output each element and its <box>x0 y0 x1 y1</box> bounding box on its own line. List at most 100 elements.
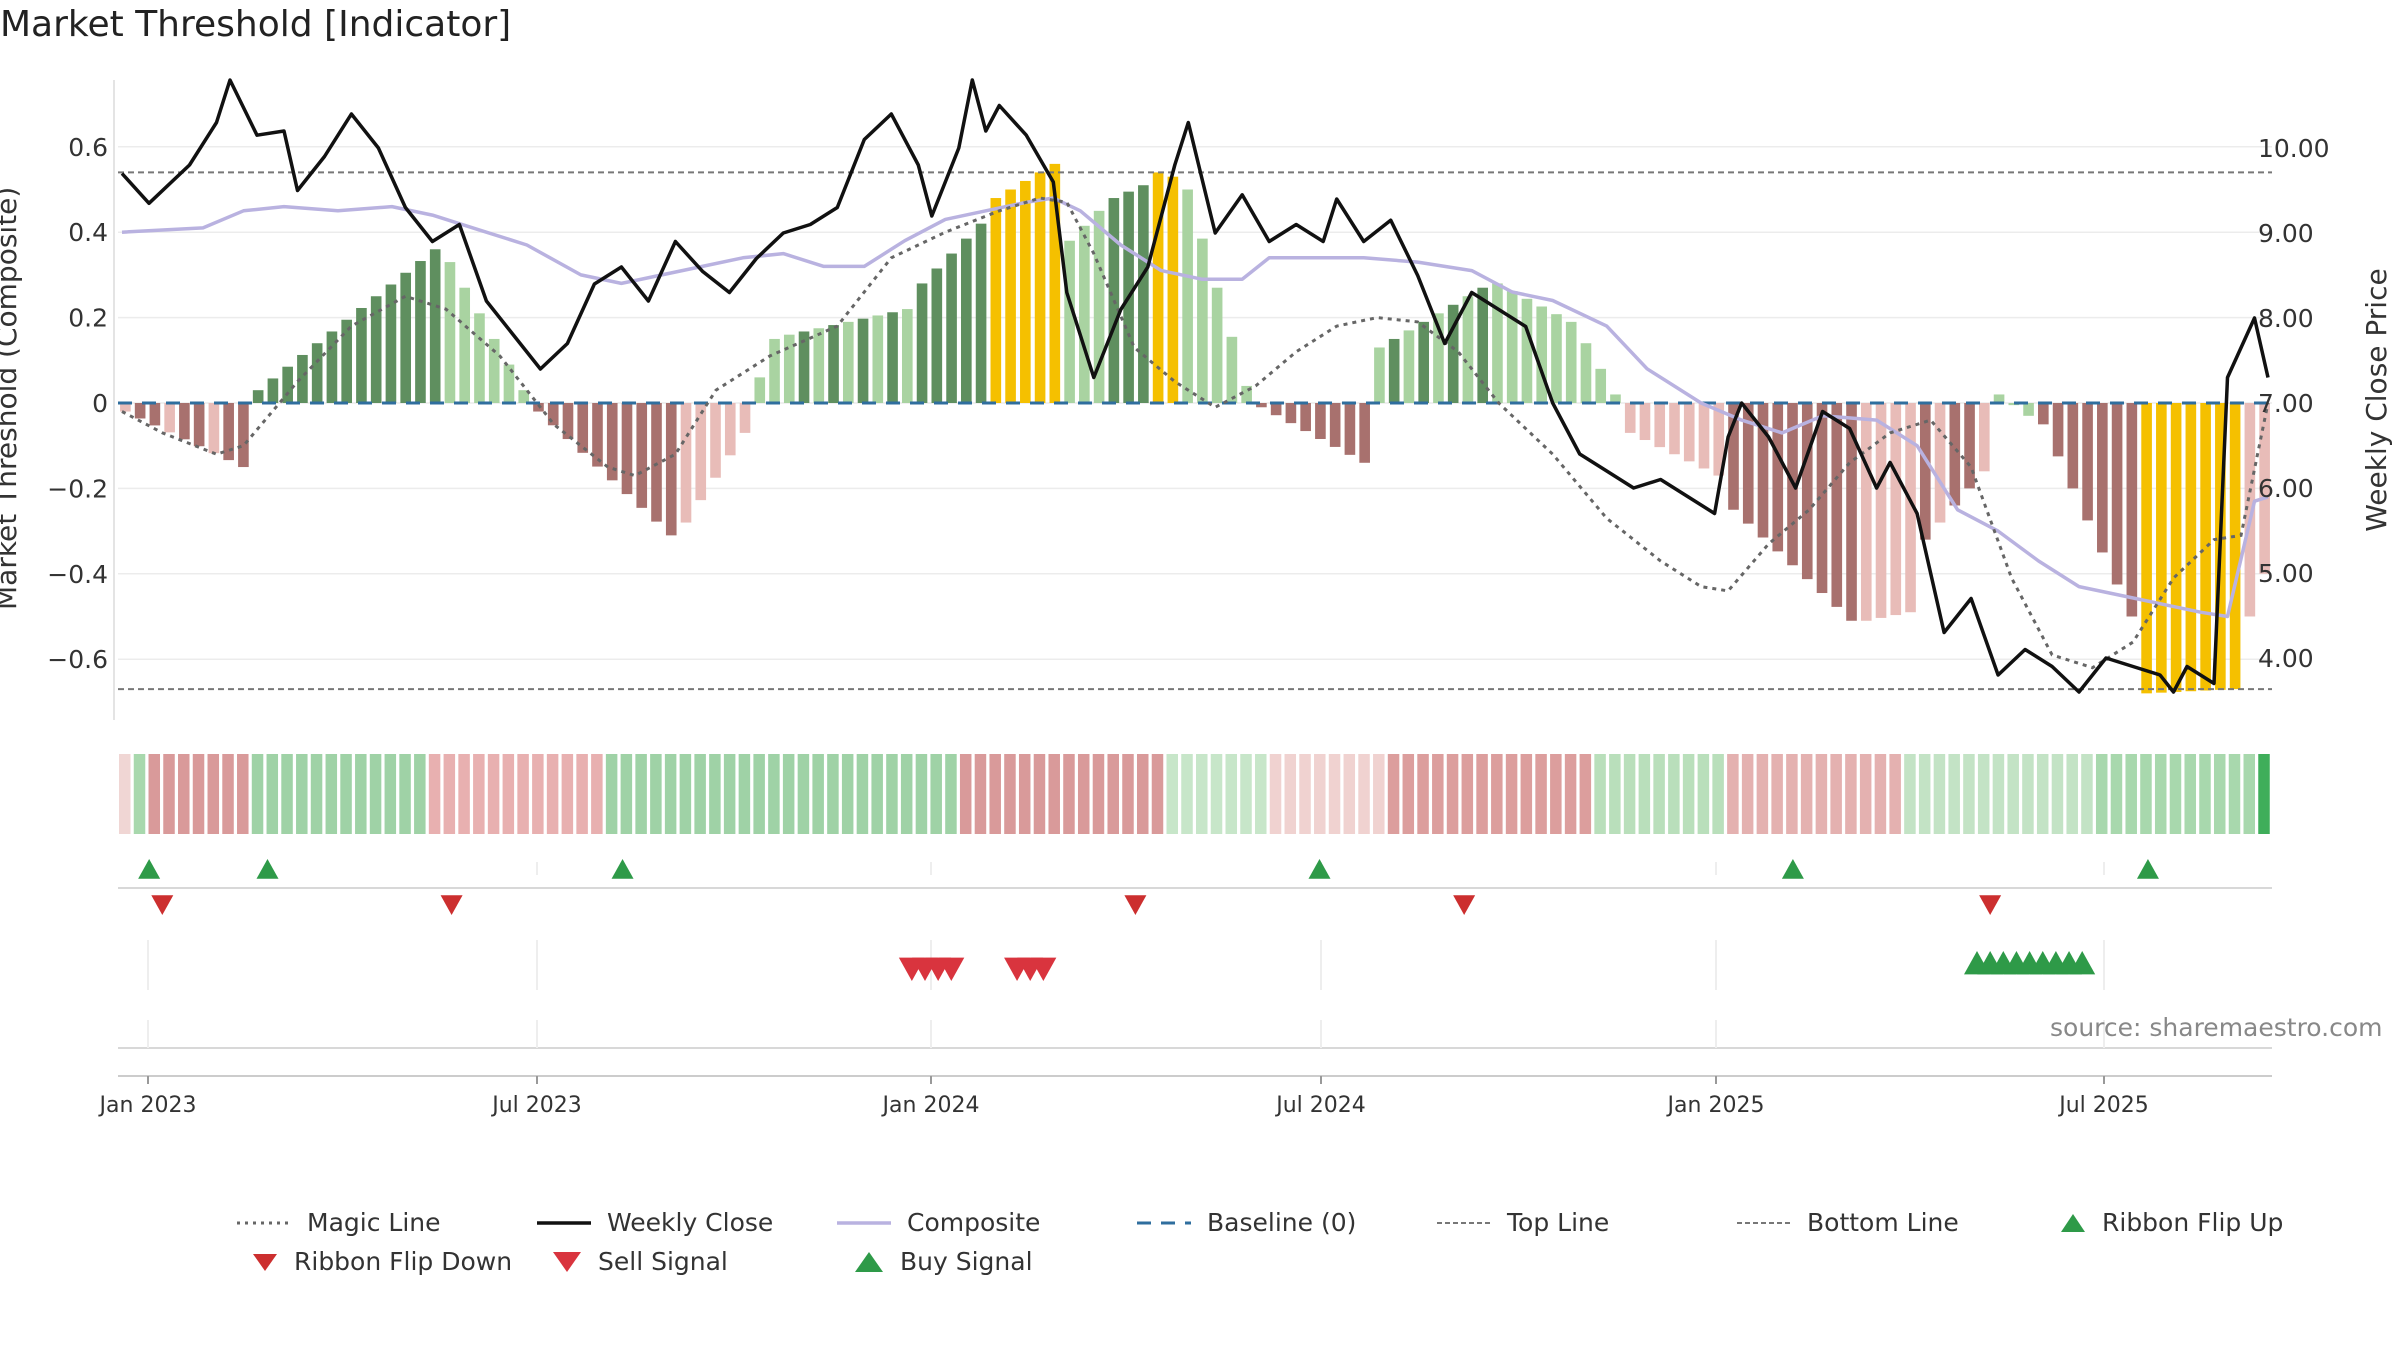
histogram-bar <box>1079 225 1090 403</box>
weekly-close-line <box>120 78 2270 694</box>
ribbon-block <box>605 754 618 834</box>
y-tick-left: 0.6 <box>68 133 108 162</box>
histogram-bar <box>798 331 810 403</box>
histogram-bar <box>1595 368 1607 403</box>
histogram-bar <box>1270 403 1282 416</box>
histogram-bar <box>1506 291 1518 403</box>
chart-title: Market Threshold [Indicator] <box>0 4 512 45</box>
ribbon-block <box>192 754 205 834</box>
ribbon-block <box>2140 754 2152 834</box>
ribbon-flip-down-marker <box>1979 895 2002 915</box>
ribbon-block <box>1668 754 1680 834</box>
ribbon-block <box>325 754 338 834</box>
ribbon-block <box>2169 754 2182 834</box>
histogram-bar <box>2141 403 2152 694</box>
ribbon-block <box>1550 754 1562 834</box>
y-tick-left: 0.2 <box>68 304 108 333</box>
ribbon-block <box>1579 754 1592 834</box>
histogram-bar <box>931 268 943 403</box>
histogram-bar <box>695 403 707 501</box>
histogram-bar <box>1138 185 1149 403</box>
histogram-bar <box>1020 180 1031 403</box>
ribbon-block <box>974 754 987 834</box>
ribbon-block <box>1520 754 1533 834</box>
ribbon-block <box>2081 754 2093 834</box>
histogram-bar <box>193 403 205 447</box>
ribbon-block <box>2036 754 2049 834</box>
ribbon-block <box>1166 754 1179 834</box>
ribbon-block <box>797 754 810 834</box>
ribbon-block <box>222 754 234 834</box>
ribbon-block <box>1446 754 1459 834</box>
ribbon-block <box>871 754 883 834</box>
histogram-bar <box>1654 403 1666 448</box>
ribbon-flip-down-marker <box>151 895 174 915</box>
histogram-bar <box>267 378 279 403</box>
histogram-bar <box>2244 403 2256 617</box>
histogram-bar <box>1315 403 1326 439</box>
ribbon-block <box>812 754 824 834</box>
ribbon-flip-up-marker <box>611 859 634 879</box>
ribbon-block <box>1845 754 1857 834</box>
histogram-bar <box>1182 189 1193 403</box>
histogram-bar <box>400 272 412 403</box>
ribbon-block <box>207 754 220 834</box>
histogram-bar <box>134 403 146 419</box>
histogram-bar <box>149 403 161 426</box>
y-tick-right: 7.00 <box>2258 389 2314 418</box>
ribbon-block <box>310 754 323 834</box>
ribbon-block <box>1151 754 1164 834</box>
ribbon-block <box>620 754 633 834</box>
ribbon-block <box>133 754 146 834</box>
ribbon-block <box>1077 754 1090 834</box>
ribbon-block <box>664 754 677 834</box>
ribbon-block <box>1800 754 1813 834</box>
histogram-bar <box>1005 189 1016 403</box>
ribbon-block <box>1609 754 1621 834</box>
ribbon-block <box>1830 754 1842 834</box>
ribbon-block <box>1623 754 1636 834</box>
ribbon-block <box>1977 754 1990 834</box>
ribbon-block <box>841 754 854 834</box>
ribbon-block <box>266 754 279 834</box>
ribbon-block <box>1343 754 1356 834</box>
ribbon-block <box>1491 754 1503 834</box>
histogram-bar <box>1256 403 1267 408</box>
ribbon-flip-down-marker <box>1453 895 1476 915</box>
ribbon-block <box>1786 754 1798 834</box>
ribbon-flip-up-marker <box>1308 859 1331 879</box>
ribbon-block <box>827 754 839 834</box>
y-tick-right: 6.00 <box>2258 474 2314 503</box>
histogram-bar <box>1300 403 1311 432</box>
ribbon-block <box>1299 754 1311 834</box>
ribbon-block <box>369 754 382 834</box>
ribbon-block <box>1815 754 1828 834</box>
ribbon-block <box>178 754 190 834</box>
histogram-bar <box>341 319 352 403</box>
buy-signal-marker <box>2069 951 2096 975</box>
histogram-bar <box>444 262 456 403</box>
histogram-bar <box>1064 240 1075 403</box>
histogram-bar <box>1034 172 1046 403</box>
histogram-bar <box>1816 403 1828 594</box>
histogram-bar <box>990 198 1002 403</box>
histogram-bar <box>842 321 854 403</box>
ribbon-block <box>2051 754 2064 834</box>
y-tick-left: −0.2 <box>47 474 108 503</box>
histogram-bar <box>474 313 485 403</box>
ribbon-block <box>532 754 544 834</box>
histogram-bar <box>503 364 515 403</box>
histogram-bar <box>1388 338 1400 403</box>
ribbon-block <box>2184 754 2196 834</box>
sell-signal-marker <box>1030 957 1057 981</box>
ribbon-block <box>1328 754 1341 834</box>
ribbon-block <box>2154 754 2167 834</box>
histogram-bar <box>724 403 736 456</box>
histogram-bar <box>1521 298 1533 403</box>
ribbon-block <box>1476 754 1488 834</box>
histogram-bar <box>1949 403 1961 506</box>
ribbon-block <box>1358 754 1370 834</box>
histogram-bar <box>208 403 220 454</box>
ribbon-block <box>1004 754 1016 834</box>
